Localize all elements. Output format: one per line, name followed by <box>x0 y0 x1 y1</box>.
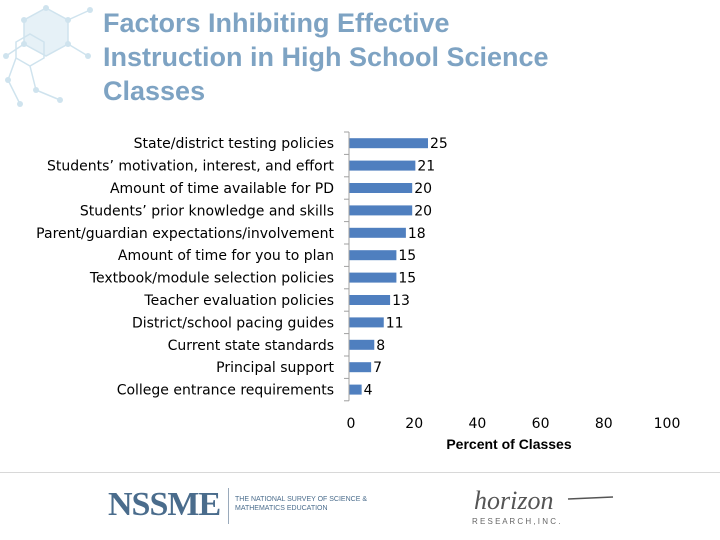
bar <box>349 384 362 395</box>
bar <box>349 250 397 261</box>
data-label: 4 <box>364 383 373 399</box>
bar <box>349 272 397 283</box>
logo-divider <box>228 488 229 524</box>
data-label: 13 <box>392 293 410 309</box>
bar <box>349 362 372 373</box>
category-label: Teacher evaluation policies <box>143 293 334 309</box>
data-label: 7 <box>373 360 382 376</box>
horizontal-bar-chart: State/district testing policies Students’… <box>36 131 681 452</box>
x-tick-labels: 0 20 40 60 80 100 <box>347 416 681 432</box>
data-label: 15 <box>398 271 416 287</box>
bar <box>349 138 428 149</box>
value-labels: 25 21 20 20 18 15 15 13 118 74 <box>364 136 448 398</box>
category-label: Textbook/module selection policies <box>89 271 334 287</box>
axes <box>344 131 350 402</box>
slide-title: Factors Inhibiting Effective Instruction… <box>103 8 549 106</box>
category-label: Current state standards <box>168 338 334 354</box>
horizon-research-logo: horizon R E S E A R C H , I N C . <box>472 486 614 526</box>
bar <box>349 160 416 171</box>
category-label: State/district testing policies <box>134 136 334 152</box>
horizon-logo-subtitle: R E S E A R C H , I N C . <box>472 517 560 526</box>
x-tick-label: 0 <box>347 416 356 432</box>
data-label: 18 <box>408 226 426 242</box>
footer-divider <box>0 472 720 473</box>
data-label: 21 <box>417 159 435 175</box>
bar <box>349 227 406 238</box>
bar <box>349 205 413 216</box>
category-label: District/school pacing guides <box>132 315 334 331</box>
bar <box>349 317 384 328</box>
category-label: College entrance requirements <box>117 383 334 399</box>
x-tick-label: 80 <box>595 416 613 432</box>
data-label: 25 <box>430 136 448 152</box>
x-tick-label: 40 <box>468 416 486 432</box>
data-label: 11 <box>386 315 404 331</box>
bar <box>349 295 391 305</box>
category-labels: State/district testing policies Students’… <box>36 136 334 398</box>
category-label: Amount of time available for PD <box>110 181 334 197</box>
data-label: 20 <box>414 181 432 197</box>
x-tick-label: 100 <box>654 416 681 432</box>
category-label: Parent/guardian expectations/involvement <box>36 226 334 242</box>
data-label: 15 <box>398 248 416 264</box>
nssme-logo-subtitle: The National Survey of Science & Mathema… <box>235 496 367 512</box>
x-axis-label: Percent of Classes <box>446 436 571 452</box>
horizon-logo-wordmark: horizon <box>474 486 553 515</box>
molecule-decoration-icon <box>3 5 93 107</box>
bar <box>349 183 413 193</box>
bars <box>349 138 428 395</box>
x-tick-label: 60 <box>532 416 550 432</box>
bar <box>349 339 375 350</box>
data-label: 20 <box>414 203 432 219</box>
category-label: Principal support <box>216 360 334 376</box>
category-label: Students’ prior knowledge and skills <box>80 203 334 219</box>
category-label: Students’ motivation, interest, and effo… <box>47 159 334 175</box>
data-label: 8 <box>376 338 385 354</box>
nssme-logo: NSSME <box>108 486 221 523</box>
x-tick-label: 20 <box>405 416 423 432</box>
category-label: Amount of time for you to plan <box>118 248 334 264</box>
